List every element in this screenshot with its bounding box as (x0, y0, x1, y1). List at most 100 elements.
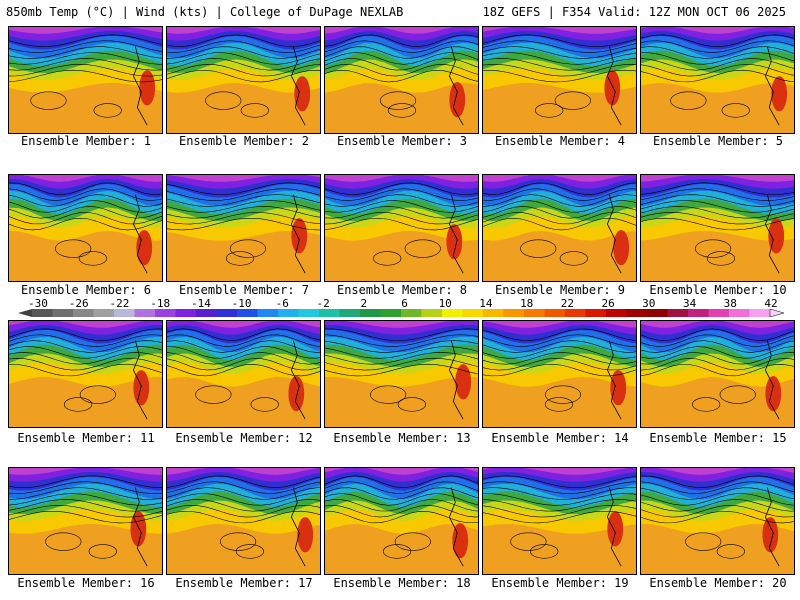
streamline (325, 328, 478, 341)
streamline (167, 510, 320, 524)
isobar-contour (195, 385, 232, 404)
colorbar-swatch (52, 309, 74, 317)
isobar-contour (55, 239, 92, 258)
streamline (483, 46, 636, 59)
streamline (9, 510, 162, 524)
ensemble-member-label: Ensemble Member: 2 (178, 134, 310, 148)
streamline (483, 363, 636, 377)
streamline (167, 188, 320, 201)
isobar-contour (719, 385, 756, 404)
isobar-contour (387, 103, 417, 118)
temperature-band (641, 321, 794, 328)
streamline (9, 358, 162, 371)
streamline (641, 194, 794, 207)
streamline (325, 475, 478, 488)
colorbar-tick-label: 2 (360, 297, 368, 310)
temperature-colorbar (18, 309, 784, 317)
ensemble-member-label: Ensemble Member: 4 (494, 134, 626, 148)
streamline (641, 34, 794, 47)
streamline (641, 499, 794, 512)
ensemble-member-label: Ensemble Member: 9 (494, 283, 626, 297)
streamline (9, 58, 162, 71)
temperature-band (325, 321, 478, 328)
isobar-contour (554, 91, 591, 110)
colorbar-swatch (647, 309, 668, 317)
temperature-map (641, 468, 794, 574)
ensemble-map-panel (8, 26, 163, 134)
streamline (167, 334, 320, 347)
temperature-map (167, 175, 320, 281)
temperature-map (325, 27, 478, 133)
colorbar-swatch (380, 309, 402, 317)
colorbar-swatch (73, 309, 94, 317)
warm-anomaly (297, 517, 314, 553)
temperature-map (167, 27, 320, 133)
colorbar-tick-label: 22 (560, 297, 575, 310)
ensemble-member-label: Ensemble Member: 17 (175, 576, 313, 590)
isobar-contour (220, 532, 257, 551)
streamline (641, 505, 794, 518)
isobar-contour (30, 91, 67, 110)
streamline (641, 340, 794, 353)
streamline (483, 217, 636, 231)
streamline (641, 64, 794, 77)
streamline (9, 188, 162, 201)
ensemble-map-panel (640, 26, 795, 134)
warm-anomaly (136, 229, 153, 266)
ensemble-map-panel (324, 26, 479, 134)
streamline (325, 194, 478, 207)
streamline (167, 352, 320, 365)
ensemble-member-label: Ensemble Member: 13 (333, 431, 471, 445)
isobar-contour (382, 544, 412, 559)
temperature-band (9, 175, 162, 182)
ensemble-member-label: Ensemble Member: 6 (20, 283, 152, 297)
colorbar-swatch (134, 309, 156, 317)
streamline (167, 64, 320, 77)
streamline (483, 194, 636, 207)
colorbar-tick-label: -18 (150, 297, 171, 310)
temperature-band (167, 468, 320, 475)
streamline (325, 206, 478, 219)
colorbar-min-arrow (18, 309, 32, 317)
isobar-contour (404, 239, 441, 258)
ensemble-member-label: Ensemble Member: 10 (649, 283, 787, 297)
ensemble-map-panel (8, 320, 163, 428)
streamline (641, 52, 794, 65)
isobar-contour (685, 532, 722, 551)
streamline (325, 46, 478, 59)
streamline (483, 69, 636, 83)
colorbar-tick-label: -14 (190, 297, 211, 310)
streamline (641, 481, 794, 494)
ensemble-member-label: Ensemble Member: 3 (336, 134, 468, 148)
streamline (167, 182, 320, 195)
streamline (483, 340, 636, 353)
colorbar-swatch (688, 309, 709, 317)
streamline (641, 200, 794, 213)
colorbar-max-arrow (769, 309, 784, 317)
ensemble-map-panel (640, 320, 795, 428)
streamline (641, 217, 794, 231)
temperature-map (9, 468, 162, 574)
streamline (641, 328, 794, 341)
ensemble-member-label: Ensemble Member: 18 (333, 576, 471, 590)
colorbar-swatch (503, 309, 525, 317)
streamline (325, 34, 478, 47)
warm-anomaly (607, 511, 624, 547)
colorbar-swatch (483, 309, 504, 317)
streamline (167, 363, 320, 377)
streamline (167, 58, 320, 71)
streamline (9, 352, 162, 365)
warm-anomaly (139, 70, 156, 106)
streamline (167, 340, 320, 353)
isobar-contour (544, 385, 582, 404)
colorbar-swatch (319, 309, 340, 317)
temperature-band (325, 175, 478, 182)
ensemble-member-label: Ensemble Member: 15 (649, 431, 787, 445)
ensemble-map-panel (166, 320, 321, 428)
ensemble-member-label: Ensemble Member: 7 (178, 283, 310, 297)
streamline (325, 52, 478, 65)
colorbar-swatch (114, 309, 135, 317)
isobar-contour (250, 397, 279, 412)
isobar-contour (520, 239, 557, 258)
streamline (483, 493, 636, 506)
